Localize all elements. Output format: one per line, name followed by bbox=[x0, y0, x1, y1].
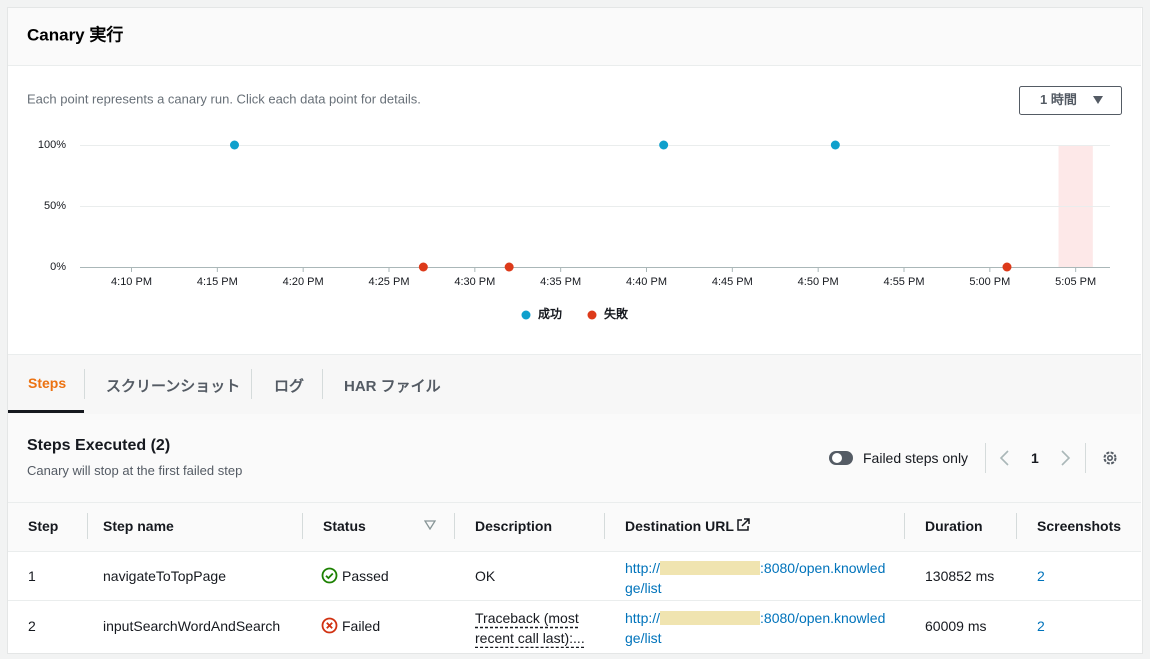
cell-url: http://:8080/open.knowledge/list bbox=[625, 608, 887, 648]
column-separator bbox=[604, 513, 605, 539]
column-header[interactable]: Description bbox=[475, 518, 553, 534]
table-header-bg bbox=[8, 502, 1141, 552]
cell-step-name: navigateToTopPage bbox=[103, 568, 226, 584]
cell-status: Failed bbox=[342, 618, 381, 634]
toggle-label: Failed steps only bbox=[863, 450, 969, 466]
column-header[interactable]: Screenshots bbox=[1037, 518, 1122, 534]
x-tick-label: 4:25 PM bbox=[369, 276, 410, 288]
x-tick-label: 4:10 PM bbox=[111, 276, 152, 288]
cell-description: OK bbox=[475, 568, 496, 584]
cell-status: Passed bbox=[342, 568, 389, 584]
row-divider bbox=[8, 600, 1141, 601]
url-prefix: http:// bbox=[625, 610, 661, 626]
url-prefix: http:// bbox=[625, 560, 661, 576]
legend-marker bbox=[521, 310, 531, 320]
data-point[interactable] bbox=[659, 140, 669, 150]
steps-header-bg bbox=[8, 414, 1141, 502]
x-tick-label: 4:50 PM bbox=[798, 276, 839, 288]
x-tick-label: 5:05 PM bbox=[1055, 276, 1096, 288]
cell-description[interactable]: Traceback (most recent call last):... bbox=[475, 610, 585, 646]
tabs-bar bbox=[8, 354, 1141, 415]
tab[interactable]: Steps bbox=[28, 375, 67, 391]
cell-step: 1 bbox=[28, 568, 36, 584]
tab-separator bbox=[322, 369, 323, 399]
status-failed-icon bbox=[321, 617, 338, 634]
settings[interactable] bbox=[1101, 449, 1119, 467]
x-tick-label: 4:15 PM bbox=[197, 276, 238, 288]
x-tick-label: 5:00 PM bbox=[969, 276, 1010, 288]
steps-subtitle: Canary will stop at the first failed ste… bbox=[27, 463, 243, 478]
tab[interactable]: ログ bbox=[274, 378, 305, 395]
data-point[interactable] bbox=[1002, 262, 1012, 272]
cell-url: http://:8080/open.knowledge/list bbox=[625, 558, 887, 598]
column-header[interactable]: Step name bbox=[103, 518, 174, 534]
separator bbox=[985, 443, 986, 473]
column-separator bbox=[87, 513, 88, 539]
cell-step: 2 bbox=[28, 618, 36, 634]
column-separator bbox=[302, 513, 303, 539]
cell-screenshots[interactable]: 2 bbox=[1037, 568, 1045, 584]
column-header[interactable]: Step bbox=[28, 518, 59, 534]
next-page[interactable] bbox=[1058, 449, 1072, 467]
data-point[interactable] bbox=[230, 140, 239, 150]
url-suffix: :8080/open.knowledge/list bbox=[625, 610, 886, 646]
y-tick-label: 0% bbox=[50, 261, 66, 273]
data-point[interactable] bbox=[830, 140, 840, 150]
column-separator bbox=[1016, 513, 1017, 539]
external-link-icon bbox=[737, 518, 750, 531]
x-tick-label: 4:55 PM bbox=[884, 276, 925, 288]
column-separator bbox=[454, 513, 455, 539]
column-header[interactable]: Status bbox=[323, 518, 366, 534]
data-point[interactable] bbox=[418, 262, 428, 272]
cell-step-name: inputSearchWordAndSearch bbox=[103, 618, 281, 634]
y-tick-label: 50% bbox=[44, 200, 66, 212]
page-number: 1 bbox=[1031, 450, 1039, 466]
redacted bbox=[660, 561, 761, 575]
range-label: 1 時間 bbox=[1040, 92, 1077, 107]
x-tick-label: 4:35 PM bbox=[540, 276, 581, 288]
x-tick-label: 4:30 PM bbox=[454, 276, 495, 288]
separator bbox=[1085, 443, 1086, 473]
tab[interactable]: スクリーンショット bbox=[106, 378, 241, 395]
data-point[interactable] bbox=[504, 262, 514, 272]
column-header[interactable]: Destination URL bbox=[625, 518, 734, 534]
url-link[interactable]: http://:8080/open.knowledge/list bbox=[625, 610, 885, 646]
url-link[interactable]: http://:8080/open.knowledge/list bbox=[625, 560, 885, 596]
legend-label: 失敗 bbox=[604, 306, 629, 321]
steps-title: Steps Executed (2) bbox=[27, 437, 171, 454]
sort-icon[interactable] bbox=[424, 520, 436, 530]
x-tick-label: 4:40 PM bbox=[626, 276, 667, 288]
chart-subtitle: Each point represents a canary run. Clic… bbox=[27, 91, 421, 106]
range-dropdown[interactable] bbox=[1019, 86, 1122, 115]
header-bg bbox=[8, 8, 1141, 65]
column-separator bbox=[904, 513, 905, 539]
x-tick-label: 4:45 PM bbox=[712, 276, 753, 288]
legend-marker bbox=[587, 310, 597, 320]
dropdown-caret bbox=[1093, 96, 1103, 104]
tab-separator bbox=[84, 369, 85, 399]
x-tick-label: 4:20 PM bbox=[283, 276, 324, 288]
panel-title: Canary 実行 bbox=[27, 24, 123, 44]
cell-duration: 60009 ms bbox=[925, 618, 987, 634]
tab-separator bbox=[251, 369, 252, 399]
status-passed-icon bbox=[321, 567, 338, 584]
prev-page[interactable] bbox=[998, 449, 1012, 467]
legend-label: 成功 bbox=[538, 306, 562, 321]
url-suffix: :8080/open.knowledge/list bbox=[625, 560, 886, 596]
redacted bbox=[660, 611, 761, 625]
cell-duration: 130852 ms bbox=[925, 568, 995, 584]
toggle[interactable] bbox=[828, 449, 854, 467]
y-tick-label: 100% bbox=[38, 139, 66, 151]
active-tab-indicator bbox=[8, 410, 84, 413]
chart: Canary 実行 Each point represents a canary… bbox=[8, 8, 1141, 322]
cell-screenshots[interactable]: 2 bbox=[1037, 618, 1045, 634]
tab[interactable]: HAR ファイル bbox=[344, 378, 441, 395]
column-header[interactable]: Duration bbox=[925, 518, 983, 534]
